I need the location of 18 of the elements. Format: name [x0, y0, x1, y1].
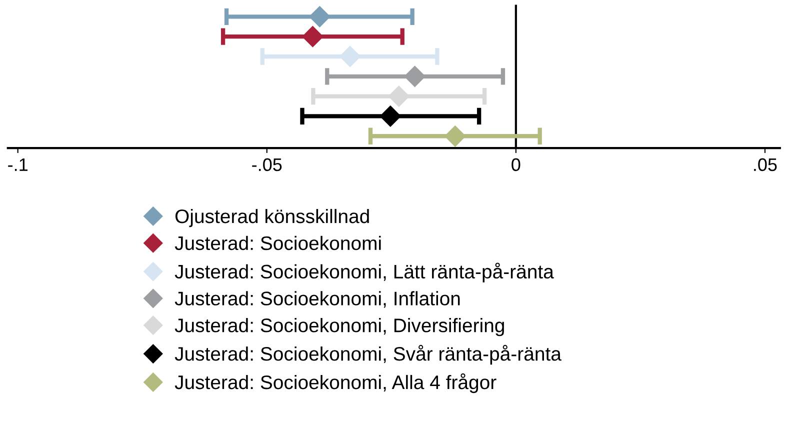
point	[388, 86, 410, 107]
legend-label: Ojusterad könsskillnad	[175, 208, 369, 228]
point	[380, 106, 401, 127]
x-tick-label: .05	[754, 158, 777, 172]
point	[404, 66, 426, 87]
x-tick-label: -.05	[252, 158, 282, 172]
x-tick-label: 0	[512, 158, 520, 172]
legend-label: Justerad: Socioekonomi	[174, 236, 381, 250]
legend-label: Justerad: Socioekonomi, Alla 4 frågor	[174, 373, 496, 394]
legend-label: Justerad: Socioekonomi, Lätt ränta-på-ränta	[174, 262, 554, 282]
point	[444, 126, 466, 147]
legend-label: Justerad: Socioekonomi, Diversifiering	[174, 318, 504, 336]
point	[309, 6, 330, 28]
legend-label: Justerad: Socioekonomi, Svår ränta-på-ränta	[174, 344, 562, 365]
point	[340, 46, 361, 67]
legend-label: Justerad: Socioekonomi, Inflation	[174, 291, 460, 308]
x-tick-label: -.1	[8, 158, 28, 171]
point	[302, 26, 324, 48]
